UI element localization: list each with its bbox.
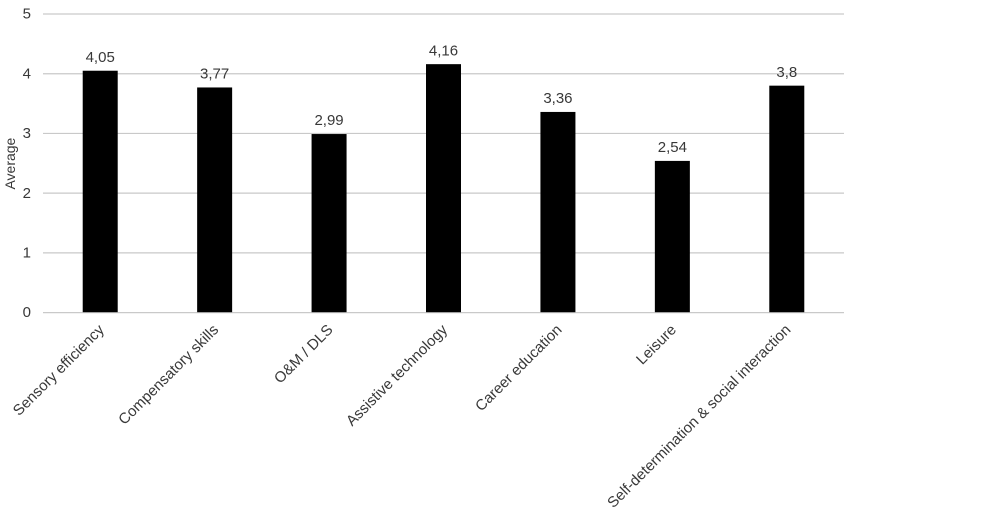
svg-text:2,54: 2,54 (658, 139, 687, 156)
svg-text:3,8: 3,8 (776, 64, 797, 81)
svg-text:4,16: 4,16 (429, 42, 458, 59)
svg-text:Average: Average (2, 137, 18, 189)
svg-text:1: 1 (23, 244, 31, 261)
svg-text:4,05: 4,05 (86, 49, 115, 66)
svg-text:0: 0 (23, 304, 31, 321)
svg-text:2,99: 2,99 (314, 112, 343, 129)
svg-text:3,77: 3,77 (200, 66, 229, 83)
svg-text:2: 2 (23, 185, 31, 202)
svg-text:3,36: 3,36 (543, 90, 572, 107)
svg-text:4: 4 (23, 65, 31, 82)
svg-text:3: 3 (23, 125, 31, 142)
svg-text:5: 5 (23, 6, 31, 23)
